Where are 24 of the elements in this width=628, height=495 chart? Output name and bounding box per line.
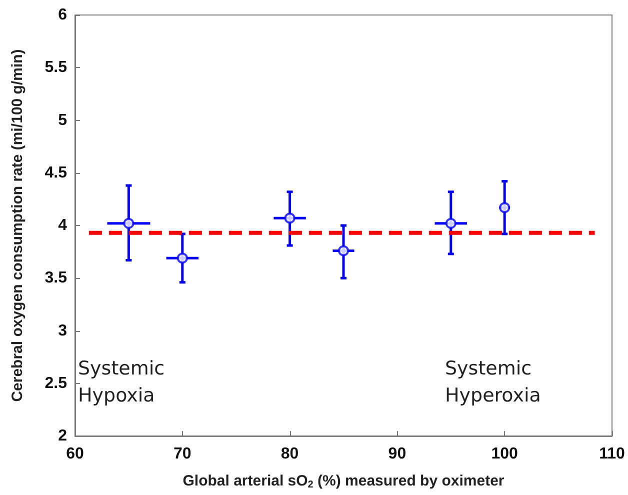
y-tick-label: 2 (58, 428, 68, 444)
point (445, 218, 456, 229)
point (499, 202, 510, 214)
annotation: Systemic Hypoxia (78, 358, 165, 406)
x-tick-label: 80 (280, 446, 299, 462)
y-tick-label: 5.5 (44, 59, 68, 76)
y-tick-label: 3.5 (44, 270, 68, 287)
y-tick-label: 2.5 (44, 374, 68, 392)
y-tick-label: 4 (58, 217, 68, 234)
x-tick-label: 100 (491, 446, 518, 462)
y-tick-label: 4.5 (44, 164, 68, 182)
annotation: Systemic Hyperoxia (445, 358, 541, 406)
x-tick-label: 90 (388, 446, 406, 462)
y-axis-title: Cerebral oxygen consumption rate (mi/100 g/min) (9, 49, 26, 402)
point (338, 245, 349, 256)
x-tick-label: 110 (599, 446, 626, 462)
x-tick-label: 60 (66, 446, 84, 462)
point (284, 212, 296, 224)
x-tick-label: 70 (174, 446, 192, 462)
y-tick-label: 3 (58, 322, 68, 340)
y-tick-label: 6 (58, 6, 68, 24)
point (123, 218, 134, 229)
y-tick-label: 5 (58, 112, 68, 129)
point (176, 252, 188, 264)
